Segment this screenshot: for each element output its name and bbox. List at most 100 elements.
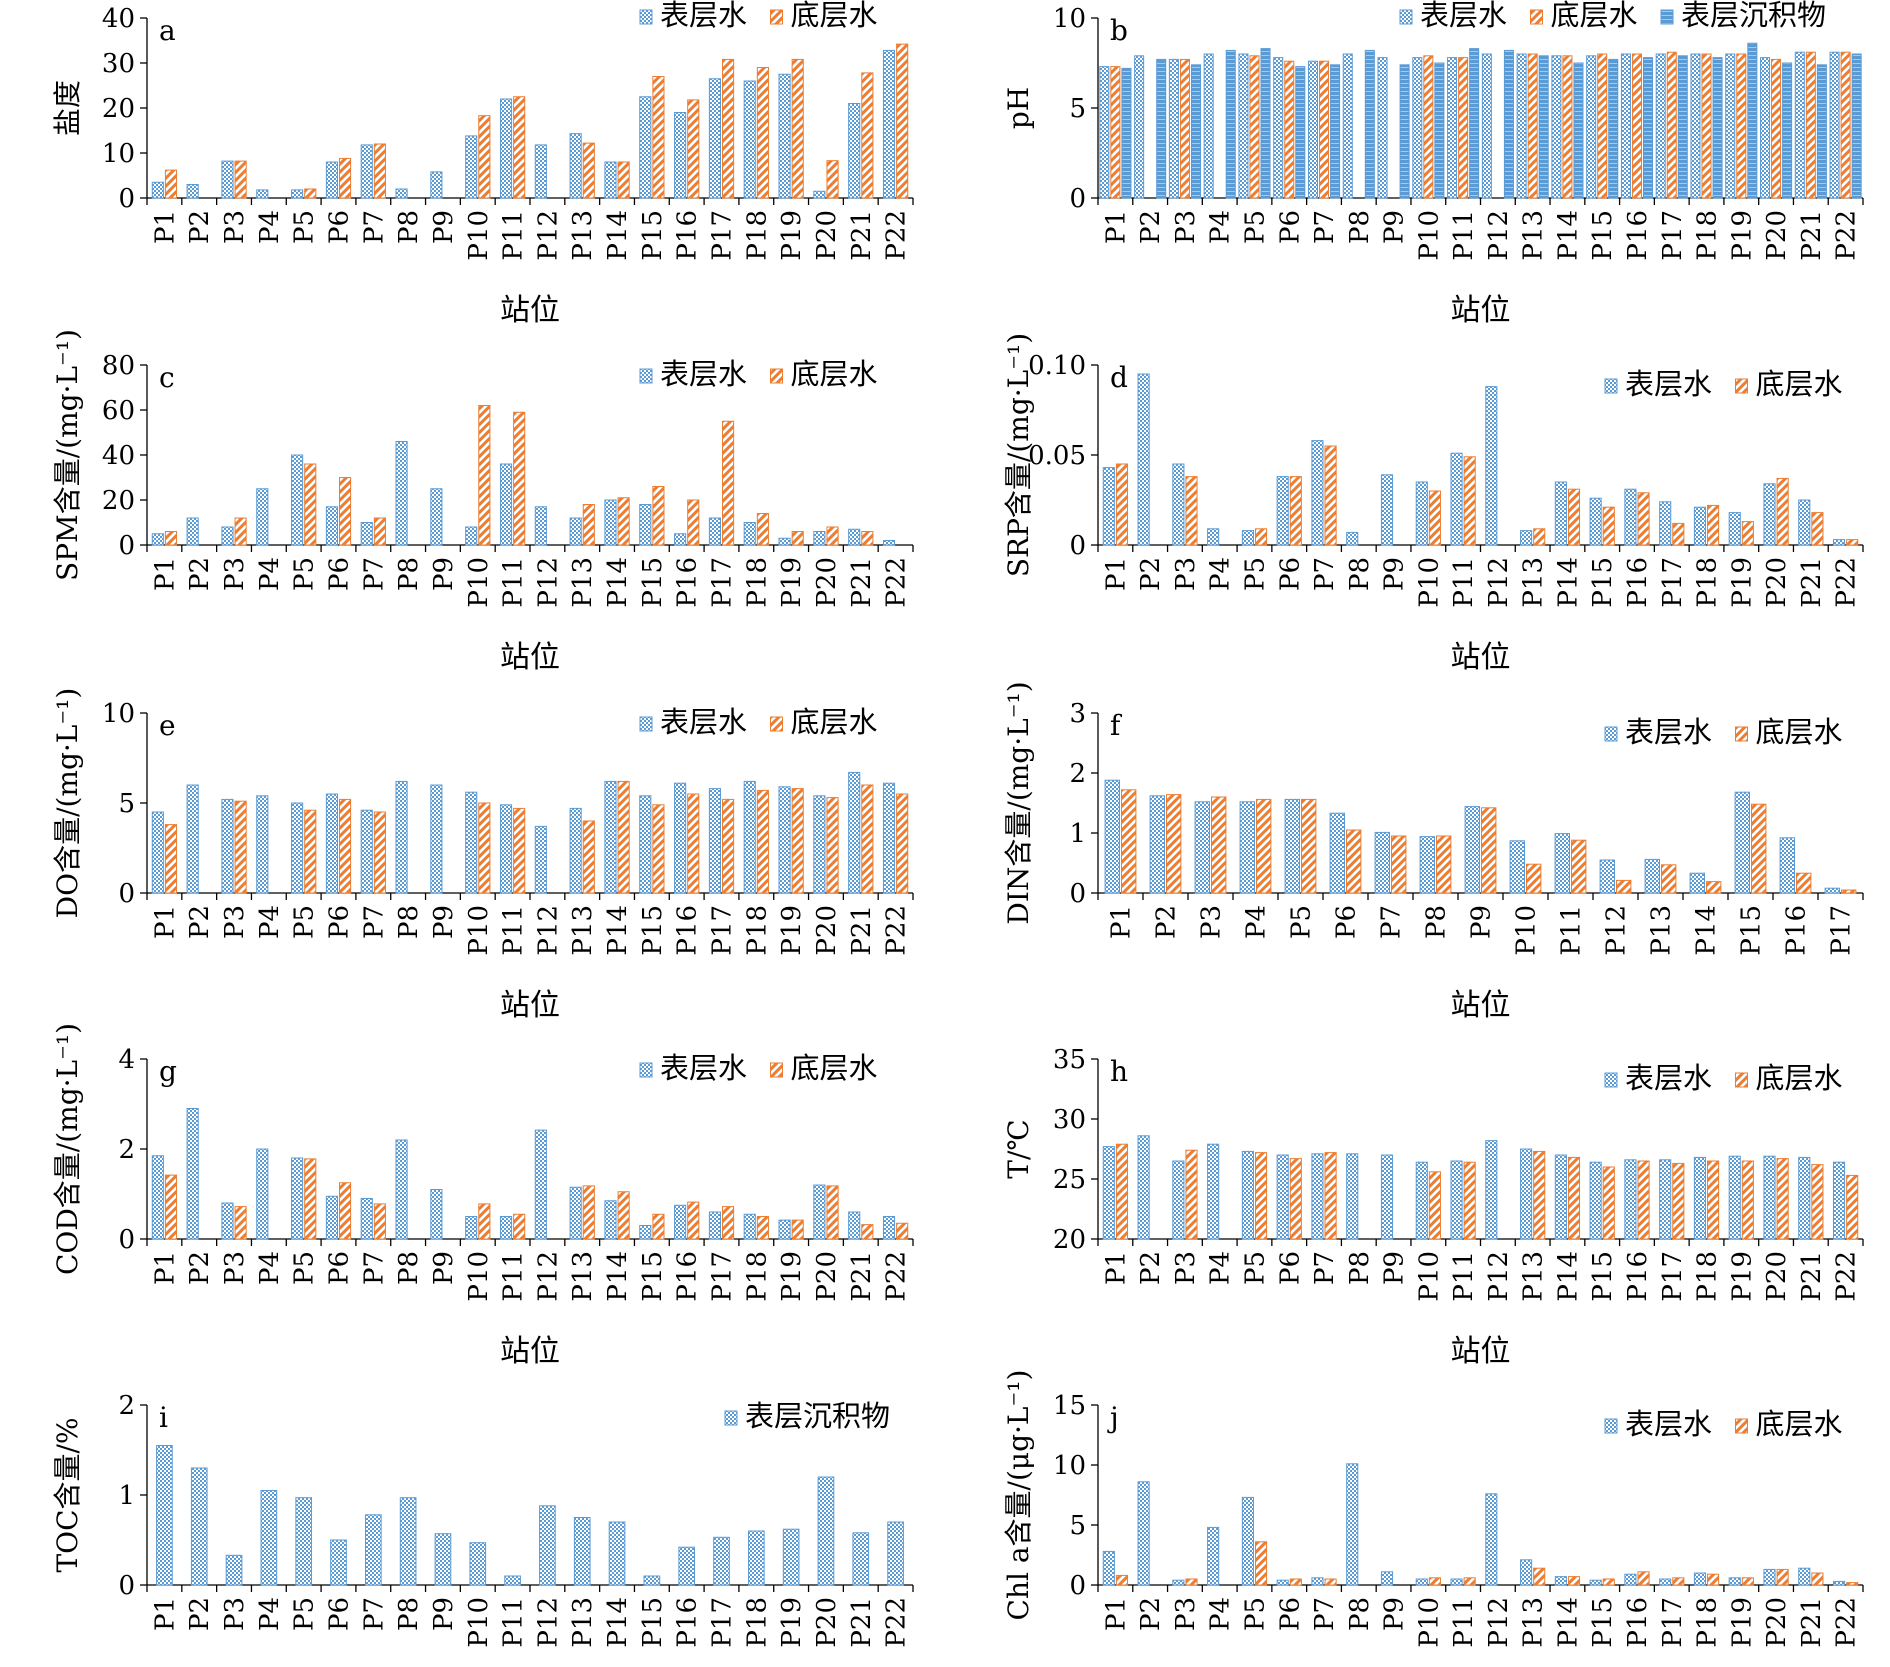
bar-a-s1-P6 — [339, 157, 352, 199]
x-tick-label: P10 — [1414, 1597, 1444, 1648]
bar-f-s0-P10 — [1509, 840, 1525, 894]
x-tick-label: P4 — [255, 1597, 285, 1631]
x-tick-label: P12 — [1484, 1251, 1514, 1302]
x-tick-label: P9 — [1467, 905, 1497, 939]
bar-h-s0-P9 — [1380, 1154, 1394, 1240]
y-axis-title: COD含量/(mg·L⁻¹) — [51, 1023, 84, 1275]
bar-d-s1-P10 — [1428, 490, 1441, 546]
y-tick-label: 60 — [102, 396, 135, 426]
x-tick-label: P19 — [1727, 557, 1757, 608]
x-tick-label: P9 — [1380, 210, 1410, 244]
bar-j-s1-P1 — [1115, 1574, 1129, 1586]
bar-b-s0-P10 — [1412, 57, 1423, 199]
x-tick-label: P1 — [150, 1597, 180, 1631]
chart-panel-e: 0 5 10 P1 P2 P3 P4 P5 P6 P7 P8 P9 P10 P11 P12 P13 P14 P15… — [51, 688, 914, 1023]
x-tick-label: P4 — [255, 905, 285, 939]
bar-a-s1-P14 — [617, 161, 630, 199]
x-tick-label: P4 — [1242, 905, 1272, 939]
bar-a-s0-P10 — [465, 135, 478, 199]
x-tick-label: P20 — [812, 557, 842, 608]
bar-d-s1-P20 — [1776, 477, 1789, 546]
y-tick-label: 20 — [102, 94, 135, 124]
bar-b-s2-P17 — [1677, 55, 1688, 199]
x-tick-label: P14 — [603, 905, 633, 956]
y-tick-label: 2 — [118, 1391, 135, 1421]
panel-label: f — [1110, 709, 1123, 742]
bar-f-s1-P8 — [1436, 835, 1452, 894]
x-tick-label: P15 — [638, 210, 668, 261]
bar-i-s0-P11 — [504, 1575, 521, 1586]
bar-h-s0-P17 — [1659, 1159, 1672, 1240]
bar-h-s1-P13 — [1533, 1150, 1546, 1240]
bar-e-s1-P18 — [756, 789, 769, 894]
x-tick-label: P16 — [673, 905, 703, 956]
bar-b-s1-P19 — [1736, 53, 1747, 199]
bar-a-s1-P10 — [478, 115, 491, 199]
bar-d-s1-P3 — [1185, 476, 1198, 546]
bar-e-s0-P21 — [848, 771, 861, 894]
bar-a-s1-P21 — [861, 72, 874, 199]
x-tick-label: P17 — [1658, 1597, 1688, 1648]
bar-e-s0-P13 — [569, 807, 582, 894]
y-axis-title: DO含量/(mg·L⁻¹) — [51, 688, 84, 919]
bar-e-s0-P6 — [325, 793, 339, 894]
x-tick-label: P15 — [1588, 557, 1618, 608]
legend-swatch — [639, 9, 653, 25]
bar-g-s0-P4 — [256, 1148, 269, 1240]
x-tick-label: P7 — [359, 905, 389, 939]
bar-c-s1-P3 — [234, 517, 247, 546]
y-tick-label: 40 — [102, 441, 135, 471]
panel-label: g — [159, 1055, 177, 1088]
bar-e-s0-P22 — [882, 782, 896, 894]
bar-e-s1-P7 — [373, 811, 386, 894]
x-tick-label: P5 — [1240, 1597, 1270, 1631]
legend-swatch — [1604, 378, 1618, 394]
bar-b-s0-P4 — [1203, 53, 1214, 199]
bar-i-s0-P21 — [852, 1532, 870, 1586]
x-tick-label: P8 — [1345, 1597, 1375, 1631]
bar-j-s0-P21 — [1798, 1567, 1811, 1586]
bar-j-s0-P10 — [1415, 1578, 1428, 1586]
bar-j-s1-P22 — [1846, 1582, 1859, 1586]
panel-label: a — [159, 14, 176, 47]
bar-h-s0-P5 — [1241, 1150, 1254, 1240]
x-tick-label: P16 — [673, 1251, 703, 1302]
x-tick-label: P17 — [708, 1251, 738, 1302]
bar-e-s0-P7 — [360, 809, 373, 894]
bar-j-s0-P5 — [1241, 1496, 1254, 1586]
y-tick-label: 20 — [102, 486, 135, 516]
x-tick-label: P19 — [777, 1597, 807, 1648]
bar-a-s1-P17 — [722, 58, 735, 199]
bar-f-s0-P14 — [1689, 872, 1705, 894]
x-tick-label: P7 — [359, 1597, 389, 1631]
bar-c-s0-P18 — [743, 522, 756, 546]
bar-d-s0-P7 — [1311, 440, 1324, 546]
x-tick-label: P4 — [255, 1251, 285, 1285]
bar-f-s1-P10 — [1526, 863, 1542, 894]
bar-a-s0-P14 — [604, 161, 617, 199]
bar-d-s0-P2 — [1137, 373, 1150, 546]
x-tick-label: P14 — [603, 1597, 633, 1648]
bar-g-s0-P15 — [639, 1225, 652, 1240]
x-tick-label: P1 — [1101, 1251, 1131, 1285]
legend-label: 表层水 — [1420, 0, 1507, 32]
x-tick-label: P18 — [742, 1251, 772, 1302]
bar-f-s0-P16 — [1779, 837, 1795, 894]
bar-h-s1-P10 — [1428, 1171, 1441, 1240]
x-tick-label: P11 — [1557, 905, 1587, 956]
bar-h-s1-P15 — [1602, 1166, 1615, 1240]
bar-j-s1-P3 — [1185, 1578, 1198, 1586]
y-tick-label: 0.10 — [1028, 351, 1086, 381]
x-tick-label: P19 — [777, 557, 807, 608]
bar-c-s1-P7 — [373, 517, 386, 546]
x-tick-label: P1 — [1107, 905, 1137, 939]
bar-b-s0-P8 — [1342, 53, 1353, 199]
bar-g-s1-P5 — [304, 1158, 317, 1240]
bar-g-s1-P6 — [339, 1182, 352, 1240]
x-tick-label: P6 — [1332, 905, 1362, 939]
bar-b-s0-P12 — [1481, 53, 1492, 199]
x-tick-label: P8 — [1345, 557, 1375, 591]
x-tick-label: P2 — [1136, 557, 1166, 591]
y-tick-label: 40 — [102, 4, 135, 34]
